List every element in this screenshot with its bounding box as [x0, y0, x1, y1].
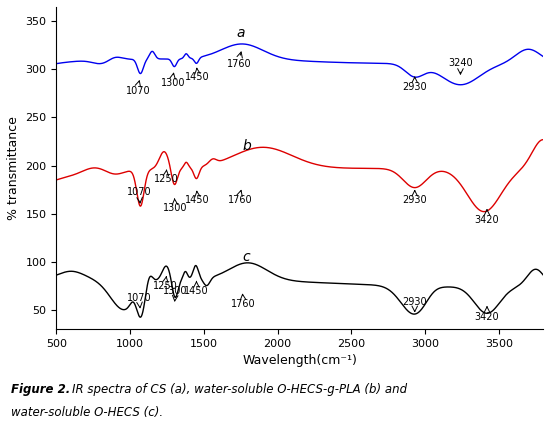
Text: 1070: 1070 [126, 86, 151, 96]
Text: 1450: 1450 [185, 195, 210, 205]
Text: Figure 2.: Figure 2. [11, 383, 70, 396]
Y-axis label: % transmittance: % transmittance [7, 116, 20, 220]
Text: 3240: 3240 [448, 58, 473, 68]
Text: 1450: 1450 [185, 72, 210, 82]
Text: 1070: 1070 [128, 187, 152, 197]
Text: 2930: 2930 [403, 195, 427, 205]
Text: 2930: 2930 [403, 297, 427, 307]
Text: a: a [236, 26, 245, 40]
Text: 1300: 1300 [163, 203, 187, 213]
Text: 3420: 3420 [475, 312, 499, 322]
Text: IR spectra of CS (a), water-soluble O-HECS-g-PLA (b) and: IR spectra of CS (a), water-soluble O-HE… [72, 383, 406, 396]
Text: 1760: 1760 [227, 59, 252, 69]
Text: 1070: 1070 [128, 293, 152, 303]
Text: water-soluble O-HECS (c).: water-soluble O-HECS (c). [11, 406, 163, 419]
Text: 1300: 1300 [163, 286, 188, 296]
Text: c: c [242, 250, 250, 264]
Text: 1250: 1250 [153, 281, 178, 291]
Text: 1450: 1450 [184, 286, 209, 296]
Text: 1760: 1760 [228, 195, 252, 205]
X-axis label: Wavelength(cm⁻¹): Wavelength(cm⁻¹) [242, 354, 357, 367]
Text: 1250: 1250 [154, 174, 179, 184]
Text: b: b [242, 139, 251, 153]
Text: 2930: 2930 [403, 82, 427, 92]
Text: 1300: 1300 [161, 78, 185, 88]
Text: 1760: 1760 [230, 299, 255, 309]
Text: 3420: 3420 [475, 215, 499, 224]
